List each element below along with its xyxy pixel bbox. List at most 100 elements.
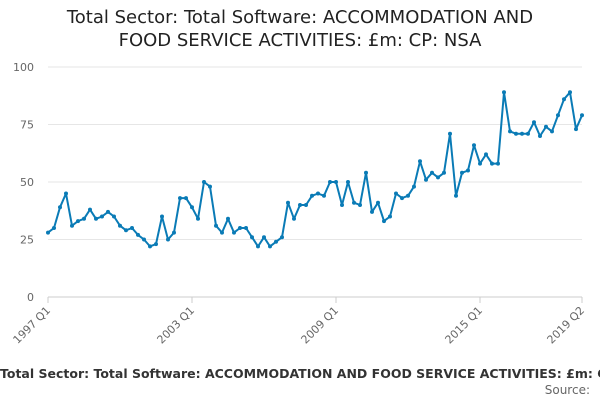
data-point <box>580 113 584 118</box>
data-point <box>136 232 140 237</box>
data-point <box>100 214 104 219</box>
data-point <box>160 214 164 219</box>
data-point <box>574 127 578 132</box>
data-point <box>244 226 248 230</box>
data-point <box>406 193 410 198</box>
data-point <box>70 223 74 228</box>
data-point <box>292 216 296 221</box>
data-point <box>382 219 386 224</box>
data-point <box>568 90 572 95</box>
y-tick-label: 50 <box>20 176 34 189</box>
data-point <box>520 131 524 136</box>
x-tick-label: 2015 Q1 <box>443 304 486 347</box>
data-point <box>304 203 308 207</box>
data-point <box>118 223 122 228</box>
data-point <box>442 170 446 175</box>
data-point <box>322 193 326 198</box>
data-point <box>472 143 476 148</box>
data-point <box>328 180 332 184</box>
data-point <box>226 216 230 221</box>
data-point <box>478 161 482 166</box>
data-point <box>400 196 404 201</box>
y-tick-label: 25 <box>20 234 34 247</box>
data-point <box>502 90 506 95</box>
data-point <box>514 131 518 136</box>
y-tick-label: 0 <box>27 291 34 304</box>
data-point <box>556 113 560 118</box>
data-point <box>394 191 398 196</box>
data-point <box>376 200 380 205</box>
data-point <box>340 203 344 207</box>
data-point <box>364 170 368 175</box>
data-point <box>250 235 254 240</box>
data-point <box>166 237 170 242</box>
data-point <box>550 129 554 134</box>
data-point <box>490 161 494 166</box>
data-point <box>466 168 470 173</box>
series-layer <box>46 90 584 249</box>
data-point <box>274 239 278 244</box>
data-point <box>538 134 542 138</box>
data-point <box>448 131 452 136</box>
data-point <box>58 205 62 210</box>
data-point <box>418 159 422 164</box>
data-point <box>412 184 416 189</box>
data-point <box>106 209 110 214</box>
data-point <box>52 226 56 230</box>
data-point <box>460 170 464 175</box>
x-tick-label: 2003 Q1 <box>155 304 198 347</box>
gridlines <box>48 66 582 240</box>
data-point <box>148 244 152 249</box>
source-label: Source: <box>544 383 590 397</box>
data-point <box>154 242 158 247</box>
data-point <box>46 230 50 235</box>
data-point <box>184 196 188 201</box>
data-point <box>76 219 80 224</box>
data-point <box>256 244 260 249</box>
data-point <box>64 191 68 196</box>
y-tick-label: 100 <box>13 61 34 74</box>
data-point <box>124 228 128 233</box>
data-point <box>220 230 224 235</box>
data-point <box>310 193 314 198</box>
data-point <box>142 237 146 242</box>
data-point <box>436 175 440 180</box>
chart-title: Total Sector: Total Software: ACCOMMODAT… <box>66 7 534 51</box>
data-point <box>232 230 236 235</box>
data-point <box>430 170 434 175</box>
legend-label: Total Sector: Total Software: ACCOMMODAT… <box>0 366 600 381</box>
data-point <box>358 203 362 207</box>
data-point <box>532 120 536 125</box>
data-point <box>334 180 338 184</box>
data-point <box>298 203 302 207</box>
data-point <box>496 161 500 166</box>
data-point <box>214 223 218 228</box>
data-point <box>130 226 134 230</box>
data-point <box>454 193 458 198</box>
data-point <box>544 124 548 129</box>
data-point <box>484 152 488 157</box>
data-point <box>508 129 512 134</box>
data-point <box>526 131 530 136</box>
x-tick-label: 1997 Q1 <box>11 304 54 347</box>
x-tick-label: 2009 Q1 <box>299 304 342 347</box>
data-point <box>178 196 182 201</box>
data-point <box>190 205 194 210</box>
data-point <box>238 226 242 230</box>
data-point <box>172 230 176 235</box>
y-tick-label: 75 <box>20 119 34 132</box>
data-point <box>352 200 356 205</box>
data-point <box>262 235 266 240</box>
data-point <box>286 200 290 205</box>
data-point <box>112 214 116 219</box>
x-tick-label: 2019 Q2 <box>545 304 588 347</box>
data-point <box>346 180 350 184</box>
data-point <box>202 180 206 184</box>
data-point <box>82 216 86 221</box>
data-point <box>94 216 98 221</box>
data-point <box>562 97 566 102</box>
data-point <box>196 216 200 221</box>
data-point <box>208 184 212 189</box>
data-point <box>370 209 374 214</box>
data-point <box>268 244 272 249</box>
